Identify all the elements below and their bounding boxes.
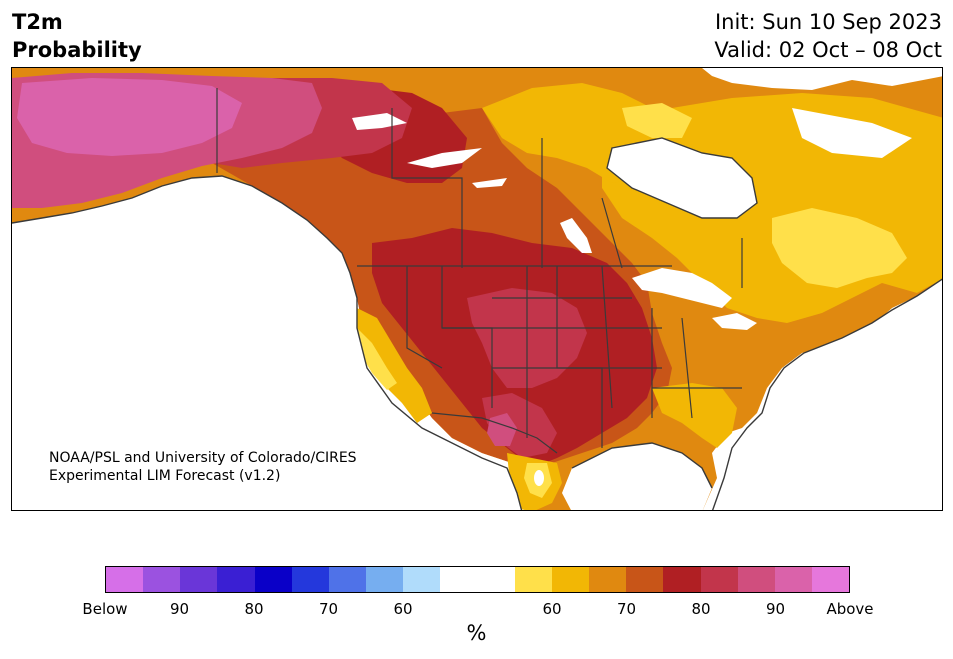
colorbar-tick-label: Below — [82, 600, 128, 618]
colorbar-segment-18 — [774, 567, 812, 592]
colorbar-segment-3 — [217, 567, 255, 592]
zone-85-mexico — [482, 393, 557, 458]
zone-65-southeast — [652, 383, 737, 448]
colorbar-segment-19 — [811, 567, 850, 592]
atlantic-water — [712, 279, 942, 510]
colorbar-tick-label: 70 — [616, 600, 637, 618]
zone-60-quebec — [772, 208, 907, 288]
colorbar-segment-8 — [403, 567, 441, 592]
baffin-water — [792, 108, 912, 158]
colorbar-segment-7 — [366, 567, 404, 592]
great-lakes-east — [712, 313, 757, 330]
colorbar-unit: % — [466, 621, 487, 645]
colorbar-tick-label: 60 — [542, 600, 562, 618]
great-bear-lake — [352, 113, 407, 130]
colorbar-tick-label: 80 — [244, 600, 264, 618]
gulf-of-mexico — [562, 443, 712, 510]
colorbar-segment-0 — [106, 567, 144, 592]
colorbar-segment-11 — [514, 567, 552, 592]
state-border-10 — [681, 317, 693, 419]
credit-line-1: NOAA/PSL and University of Colorado/CIRE… — [49, 450, 357, 466]
lake-athabasca — [472, 178, 507, 188]
province-border-3 — [601, 197, 623, 269]
political-borders — [216, 88, 743, 454]
pacific-water — [12, 176, 522, 510]
zone-90-mexico — [487, 413, 517, 446]
pacific-coastline — [12, 175, 523, 510]
zone-white-mexico — [534, 470, 544, 486]
hudson-bay — [607, 138, 757, 218]
state-border-1 — [406, 266, 443, 369]
colorbar-segment-10 — [477, 567, 515, 592]
colorbar-segment-9 — [440, 567, 478, 592]
colorbar-segment-5 — [291, 567, 329, 592]
great-lakes — [632, 268, 732, 308]
colorbar-segment-15 — [663, 567, 701, 592]
great-slave-lake — [407, 148, 482, 168]
title-type: Probability — [12, 38, 142, 62]
zone-60-california — [357, 328, 397, 390]
colorbar-tick-label: 70 — [318, 600, 339, 618]
colorbar-segment-12 — [551, 567, 590, 592]
atlantic-coastline — [711, 278, 942, 510]
colorbar-segment-17 — [737, 567, 775, 592]
colorbar-tick-label: 90 — [765, 600, 786, 618]
province-border-1 — [391, 108, 463, 268]
gulf-coastline — [571, 442, 713, 489]
title-variable: T2m — [12, 10, 63, 34]
state-border-8 — [601, 265, 613, 409]
colorbar-ticks: Below 90 80 70 60 60 70 80 90 Above — [0, 600, 953, 620]
zone-60-north — [622, 103, 692, 138]
map-canvas — [12, 68, 942, 510]
colorbar-segment-2 — [180, 567, 218, 592]
colorbar-tick-label: Above — [826, 600, 874, 618]
colorbar-tick-label: 80 — [691, 600, 711, 618]
colorbar-segment-14 — [626, 567, 664, 592]
zone-65-california — [357, 308, 432, 423]
forecast-map — [11, 67, 943, 511]
valid-range: Valid: 02 Oct – 08 Oct — [714, 38, 942, 62]
colorbar — [105, 566, 850, 593]
forecast-dates: Init: Sun 10 Sep 2023 Valid: 02 Oct – 08… — [714, 8, 942, 64]
colorbar-segment-4 — [254, 567, 292, 592]
zone-95-alaska — [17, 78, 242, 156]
map-title: T2m Probability — [12, 8, 142, 64]
colorbar-tick-label: 60 — [393, 600, 413, 618]
init-date: Init: Sun 10 Sep 2023 — [714, 10, 942, 34]
colorbar-segment-6 — [328, 567, 367, 592]
hudson-bay-coastline — [606, 137, 758, 219]
credit-line-2: Experimental LIM Forecast (v1.2) — [49, 468, 281, 484]
us-mexico-border — [431, 412, 558, 454]
colorbar-segment-13 — [589, 567, 627, 592]
colorbar-tick-label: 90 — [169, 600, 190, 618]
colorbar-segment-16 — [700, 567, 738, 592]
coastlines — [12, 137, 942, 510]
credit-text: NOAA/PSL and University of Colorado/CIRE… — [49, 449, 357, 485]
arctic-water — [702, 68, 942, 90]
colorbar-segment-1 — [143, 567, 181, 592]
lake-winnipeg — [560, 218, 592, 253]
